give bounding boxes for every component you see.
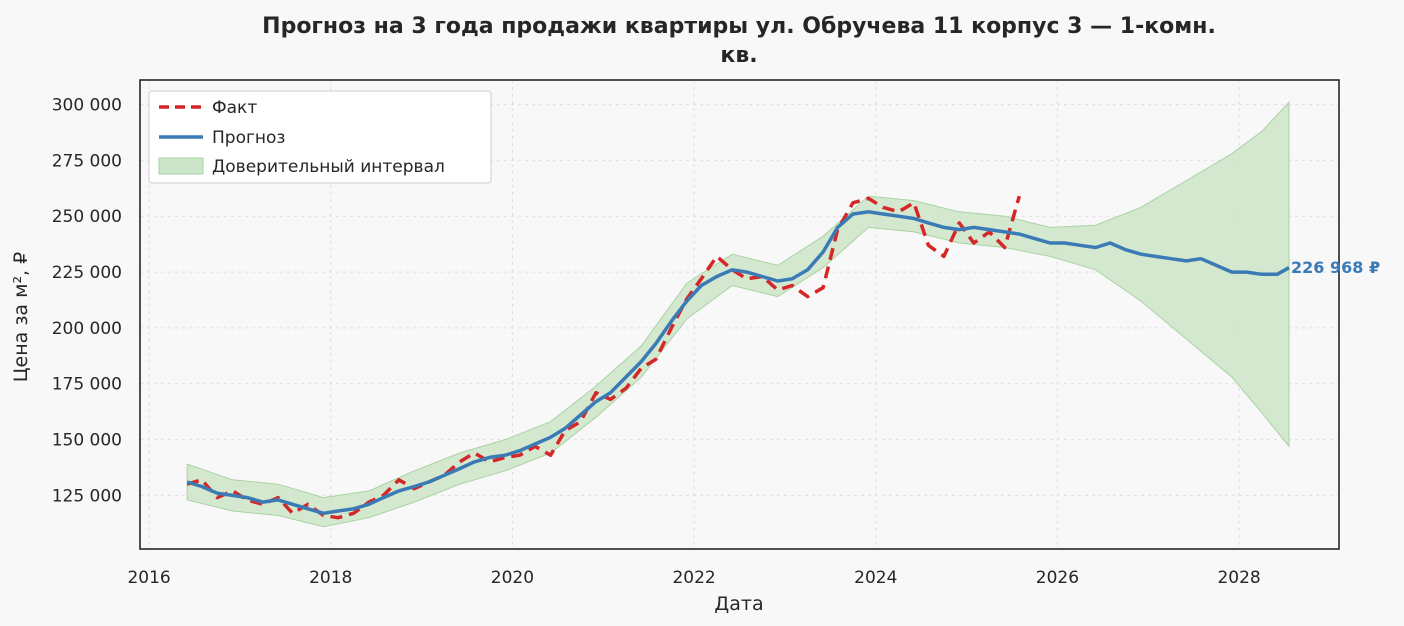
forecast-line	[186, 210, 1290, 516]
y-tick-label: 200 000	[52, 319, 122, 339]
series-layer	[186, 195, 1290, 520]
legend-interval-label: Доверительный интервал	[212, 157, 445, 177]
x-axis-label: Дата	[714, 593, 763, 615]
x-tick-label: 2020	[491, 568, 534, 588]
legend: Факт Прогноз Доверительный интервал	[148, 90, 492, 184]
legend-interval-swatch	[158, 157, 204, 175]
confidence-interval-layer	[186, 101, 1290, 528]
plot-frame	[139, 79, 1340, 550]
y-tick-label: 175 000	[52, 375, 122, 395]
x-tick-label: 2018	[309, 568, 352, 588]
x-tick-label: 2022	[672, 568, 715, 588]
y-tick-label: 250 000	[52, 207, 122, 227]
y-tick-label: 125 000	[52, 486, 122, 506]
legend-box	[148, 90, 492, 184]
y-tick-label: 275 000	[52, 151, 122, 171]
legend-forecast-label: Прогноз	[212, 128, 285, 148]
y-tick-label: 150 000	[52, 431, 122, 451]
x-tick-label: 2026	[1036, 568, 1079, 588]
x-tick-label: 2028	[1217, 568, 1260, 588]
legend-fact-label: Факт	[212, 98, 257, 118]
x-tick-label: 2016	[127, 568, 170, 588]
tick-labels: 2016 2018 2020 2022 2024 2026 2028 125 000 150 0…	[52, 96, 1261, 588]
confidence-interval-band	[186, 101, 1290, 528]
y-axis-label: Цена за м², ₽	[10, 252, 32, 382]
y-tick-label: 300 000	[52, 96, 122, 116]
y-tick-label: 225 000	[52, 263, 122, 283]
forecast-end-label: 226 968 ₽	[1291, 258, 1380, 277]
chart-title-line-2: кв.	[720, 43, 757, 68]
chart-title-line-1: Прогноз на 3 года продажи квартиры ул. О…	[262, 14, 1216, 39]
x-tick-label: 2024	[854, 568, 897, 588]
